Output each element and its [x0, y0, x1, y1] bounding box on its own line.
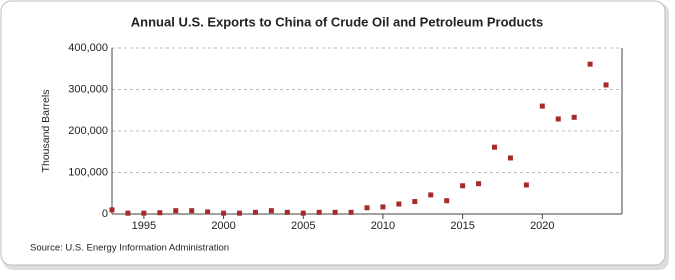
y-tick-label: 200,000 [68, 125, 108, 137]
point [364, 205, 370, 211]
chart-title: Annual U.S. Exports to China of Crude Oi… [131, 14, 543, 29]
point [460, 183, 466, 189]
frame [0, 0, 666, 266]
point [571, 114, 577, 120]
point [444, 198, 450, 204]
point [380, 204, 386, 210]
y-tick-label: 100,000 [68, 166, 108, 178]
point [332, 209, 338, 215]
y-tick-label: 0 [102, 208, 108, 220]
point [221, 210, 227, 216]
point [205, 209, 211, 215]
point [316, 209, 322, 215]
y-tick-label: 300,000 [68, 83, 108, 95]
x-tick-label: 2015 [450, 220, 474, 232]
x-tick-label: 1995 [132, 220, 156, 232]
point [396, 201, 402, 207]
point [157, 210, 163, 216]
point [125, 210, 131, 216]
point [300, 210, 306, 216]
point [539, 103, 545, 109]
point [603, 82, 609, 88]
point [507, 155, 513, 161]
x-tick-label: 2000 [211, 220, 235, 232]
x-tick-label: 2005 [291, 220, 315, 232]
point [109, 207, 115, 213]
y-axis-label: Thousand Barrels [40, 90, 52, 173]
point [587, 61, 593, 67]
point [492, 144, 497, 150]
point [412, 199, 418, 205]
y-tick-label: 400,000 [68, 42, 108, 54]
point [189, 208, 195, 214]
point [252, 209, 258, 215]
source: Source: U.S. Energy Information Administ… [30, 243, 229, 254]
point [237, 210, 242, 216]
point [348, 209, 354, 215]
point [476, 181, 482, 187]
point [268, 208, 274, 214]
point [141, 210, 147, 216]
point [428, 192, 434, 198]
x-tick-label: 2010 [371, 220, 395, 232]
point [555, 116, 561, 122]
point [173, 208, 179, 214]
x-tick-label: 2020 [530, 220, 554, 232]
point [284, 209, 290, 215]
point [523, 182, 529, 188]
